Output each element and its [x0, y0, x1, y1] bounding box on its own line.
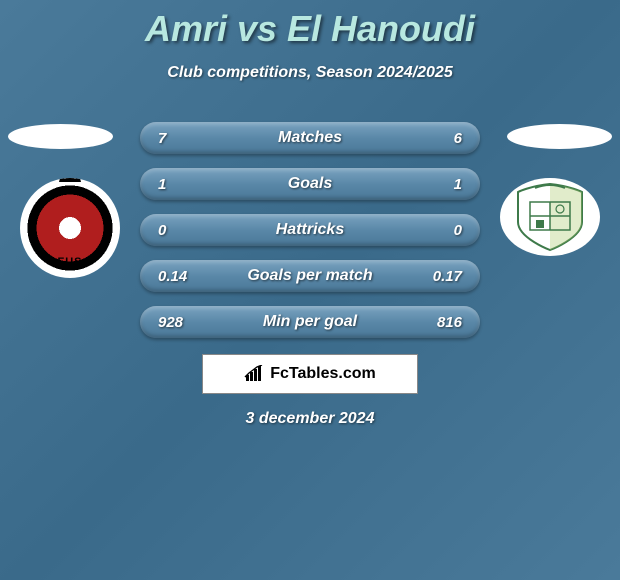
team-crest-left: FUS [20, 178, 120, 278]
stat-row-mpg: 928 Min per goal 816 [140, 306, 480, 338]
stats-container: 7 Matches 6 1 Goals 1 0 Hattricks 0 0.14… [140, 122, 480, 352]
stat-label: Min per goal [140, 313, 480, 331]
team-crest-right [500, 178, 600, 256]
shadow-ellipse-right [507, 124, 612, 149]
stat-row-hattricks: 0 Hattricks 0 [140, 214, 480, 246]
page-title: Amri vs El Hanoudi [0, 0, 620, 50]
stat-label: Goals per match [140, 267, 480, 285]
crest-right-shield-icon [500, 178, 600, 256]
shadow-ellipse-left [8, 124, 113, 149]
crest-left-label: FUS [20, 256, 120, 268]
stat-row-gpm: 0.14 Goals per match 0.17 [140, 260, 480, 292]
crest-left-circle: FUS [20, 178, 120, 278]
date-text: 3 december 2024 [0, 410, 620, 428]
stat-label: Matches [140, 129, 480, 147]
brand-text: FcTables.com [270, 365, 376, 383]
crown-icon [57, 178, 83, 184]
brand-box[interactable]: FcTables.com [202, 354, 418, 394]
bar-chart-icon [244, 365, 266, 383]
stat-row-matches: 7 Matches 6 [140, 122, 480, 154]
subtitle: Club competitions, Season 2024/2025 [0, 64, 620, 82]
stat-row-goals: 1 Goals 1 [140, 168, 480, 200]
stat-label: Hattricks [140, 221, 480, 239]
stat-label: Goals [140, 175, 480, 193]
